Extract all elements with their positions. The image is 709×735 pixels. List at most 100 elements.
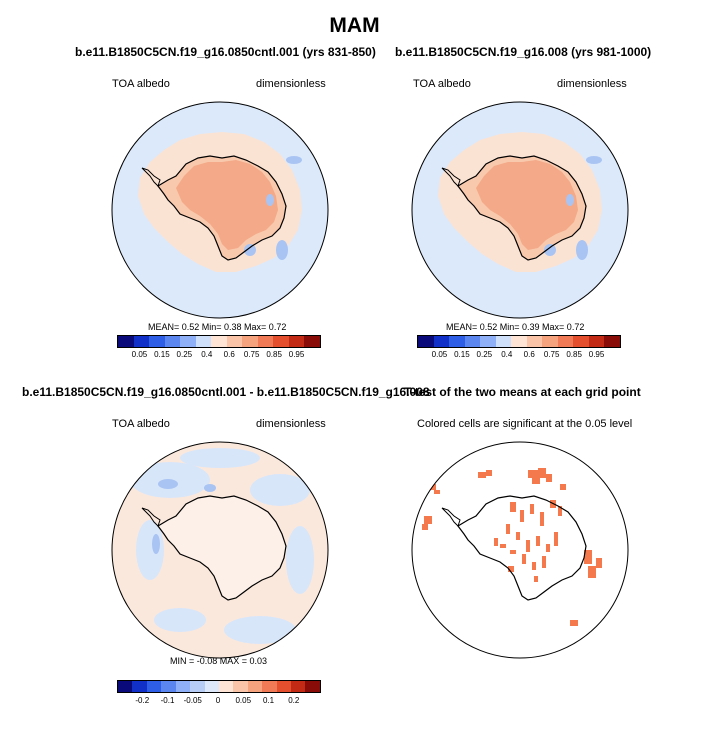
colorbar-swatch xyxy=(132,681,147,692)
significant-cell xyxy=(508,566,514,572)
coastline xyxy=(157,155,287,261)
ttest-background xyxy=(412,442,628,658)
colorbar-swatch xyxy=(511,336,527,347)
significant-cell xyxy=(478,472,486,478)
negative-diff-region xyxy=(250,474,310,506)
colorbar-tick-label: -0.2 xyxy=(135,696,150,705)
colorbar-tick-label: 0.4 xyxy=(201,350,213,359)
map-boundary xyxy=(111,101,329,319)
strong-negative-diff xyxy=(152,534,160,554)
colorbar-swatch xyxy=(146,681,162,692)
significant-cell xyxy=(486,470,492,476)
map-boundary xyxy=(411,101,629,319)
colorbar-swatch xyxy=(480,336,496,347)
panel-4-map xyxy=(411,441,629,659)
colorbar-swatch xyxy=(495,336,512,347)
peninsula-coastline xyxy=(441,507,461,527)
significant-cell xyxy=(538,468,546,478)
colorbar-swatch xyxy=(257,336,274,347)
panel-1-colorbar xyxy=(117,335,321,348)
panel-1-stats: MEAN= 0.52 Min= 0.38 Max= 0.72 xyxy=(148,322,287,332)
colorbar-tick-label: 0.6 xyxy=(523,350,535,359)
colorbar-swatch xyxy=(247,681,263,692)
colorbar-tick-label: 0.85 xyxy=(566,350,582,359)
colorbar-tick-label: 0.75 xyxy=(543,350,560,359)
low-albedo-patch xyxy=(586,156,602,164)
significant-cell xyxy=(528,470,538,478)
colorbar-tick-label: 0.05 xyxy=(235,696,252,705)
panel-1-map xyxy=(111,101,329,319)
colorbar-swatch xyxy=(133,336,150,347)
panel-2-colorbar xyxy=(417,335,621,348)
ice-sheet-region xyxy=(176,160,278,250)
significant-cell xyxy=(546,544,550,552)
significant-cell xyxy=(560,484,566,490)
significant-cell xyxy=(570,620,578,626)
colorbar-swatch xyxy=(118,681,133,692)
significant-cell xyxy=(534,576,538,582)
panel-1-units-label: dimensionless xyxy=(256,78,326,90)
panel-4-subtitle: Colored cells are significant at the 0.0… xyxy=(417,418,633,430)
colorbar-swatch xyxy=(542,336,558,347)
colorbar-tick-label: 0.25 xyxy=(476,350,493,359)
map-boundary xyxy=(411,441,629,659)
negative-diff-region xyxy=(180,448,260,468)
significant-cell xyxy=(510,502,516,512)
low-albedo-patch xyxy=(566,194,574,206)
significant-cell xyxy=(558,506,562,516)
colorbar-swatch xyxy=(204,681,219,692)
low-albedo-patch xyxy=(544,244,556,256)
panel-1-variable-label: TOA albedo xyxy=(112,78,170,90)
colorbar-swatch xyxy=(242,336,258,347)
colorbar-swatch xyxy=(161,681,176,692)
negative-diff-region xyxy=(154,608,206,632)
colorbar-swatch xyxy=(118,336,134,347)
colorbar-tick-label: 0.25 xyxy=(176,350,193,359)
colorbar-tick-label: 0.15 xyxy=(454,350,470,359)
significant-cell xyxy=(422,524,428,530)
panel-2-title: b.e11.B1850C5CN.f19_g16.008 (yrs 981-100… xyxy=(395,45,652,59)
low-albedo-patch xyxy=(266,194,274,206)
colorbar-swatch xyxy=(418,336,434,347)
colorbar-swatch xyxy=(273,336,289,347)
colorbar-swatch xyxy=(211,336,227,347)
colorbar-tick-label: 0.75 xyxy=(243,350,260,359)
low-albedo-patch xyxy=(286,156,302,164)
colorbar-swatch xyxy=(262,681,277,692)
colorbar-swatch xyxy=(304,336,320,347)
map-boundary xyxy=(111,441,329,659)
significant-cell xyxy=(520,510,524,522)
colorbar-tick-label: 0.1 xyxy=(262,696,275,705)
colorbar-swatch xyxy=(291,681,306,692)
colorbar-swatch xyxy=(233,681,248,692)
significant-cell xyxy=(530,504,534,514)
negative-diff-region xyxy=(224,616,296,644)
peninsula-coastline xyxy=(441,167,461,187)
panel-1-title: b.e11.B1850C5CN.f19_g16.0850cntl.001 (yr… xyxy=(75,45,376,59)
strong-negative-diff xyxy=(158,479,178,489)
colorbar-swatch xyxy=(573,336,589,347)
colorbar-swatch xyxy=(180,336,196,347)
colorbar-swatch xyxy=(164,336,181,347)
significant-cell xyxy=(434,490,440,494)
colorbar-swatch xyxy=(195,336,212,347)
colorbar-swatch xyxy=(305,681,320,692)
significant-cell xyxy=(584,550,592,564)
ice-sheet-region xyxy=(476,160,578,250)
colorbar-tick-label: 0.2 xyxy=(288,696,300,705)
colorbar-tick-label: 0.05 xyxy=(131,350,148,359)
significant-cell xyxy=(588,566,596,578)
colorbar-swatch xyxy=(288,336,305,347)
panel-3-map xyxy=(111,441,329,659)
colorbar-tick-label: 0.15 xyxy=(154,350,170,359)
peninsula-coastline xyxy=(141,167,161,187)
panel-3-colorbar xyxy=(117,680,321,693)
significant-cell xyxy=(510,550,516,554)
panel-2-map xyxy=(411,101,629,319)
panel-4-title: T-test of the two means at each grid poi… xyxy=(404,385,641,399)
colorbar-tick-label: 0.95 xyxy=(588,350,605,359)
significant-cell xyxy=(536,536,540,546)
significant-cell xyxy=(546,474,552,482)
significant-cell xyxy=(430,484,436,490)
continent-diff-fill xyxy=(158,496,286,600)
